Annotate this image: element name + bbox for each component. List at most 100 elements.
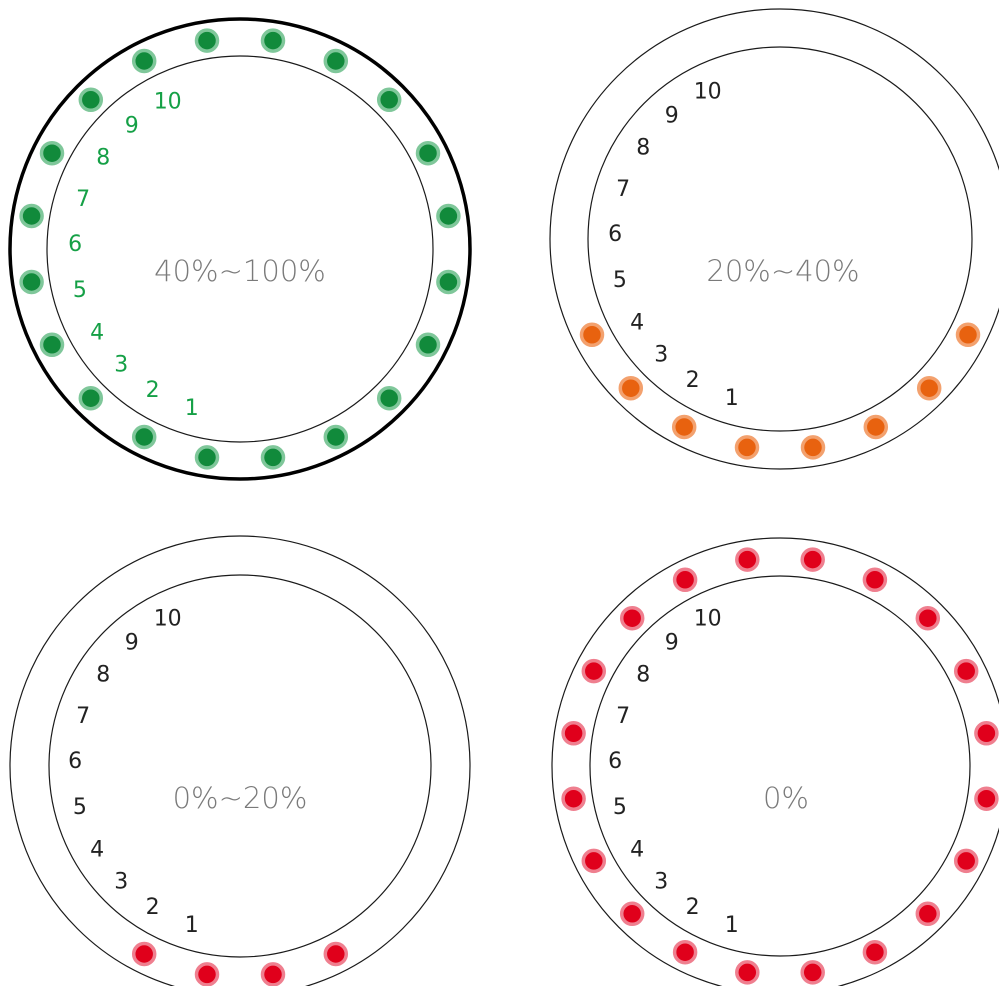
led-indicator	[581, 658, 607, 684]
led-indicator	[974, 721, 999, 746]
led-indicator	[436, 269, 461, 295]
scale-number: 5	[73, 795, 87, 820]
scale-number: 3	[114, 870, 128, 895]
scale-number: 5	[73, 278, 87, 303]
scale-number: 8	[636, 663, 650, 688]
scale-number: 6	[68, 232, 82, 257]
led-indicator	[579, 322, 605, 348]
scale-number: 8	[96, 146, 110, 171]
led-indicator	[260, 962, 286, 986]
scale-number: 7	[616, 177, 630, 202]
scale-number: 1	[725, 913, 739, 938]
scale-number: 8	[96, 663, 110, 688]
scale-number: 7	[616, 704, 630, 729]
led-indicator	[260, 28, 286, 53]
led-indicator	[78, 87, 104, 113]
led-indicator	[376, 385, 402, 411]
led-indicator	[561, 786, 586, 811]
led-indicator	[619, 605, 645, 631]
led-indicator	[323, 424, 349, 450]
led-group	[561, 547, 999, 985]
center-label: 40%~100%	[154, 254, 326, 288]
led-indicator	[131, 48, 157, 74]
led-indicator	[953, 658, 979, 684]
led-indicator	[323, 48, 349, 74]
scale-number: 9	[125, 114, 139, 139]
led-indicator	[618, 375, 644, 401]
led-indicator	[800, 547, 825, 572]
led-indicator	[915, 605, 941, 631]
scale-number: 3	[654, 870, 668, 895]
led-indicator	[194, 962, 220, 986]
scale-number: 6	[608, 222, 622, 247]
led-indicator	[376, 87, 402, 113]
led-indicator	[39, 332, 65, 358]
scale-number: 4	[630, 838, 644, 863]
led-indicator	[953, 848, 979, 874]
led-indicator	[916, 375, 942, 401]
scale-number: 9	[125, 631, 139, 656]
center-label: 20%~40%	[706, 254, 859, 288]
led-indicator	[955, 322, 981, 348]
inner-ring	[48, 574, 432, 958]
scale-number: 1	[185, 396, 199, 421]
led-indicator	[734, 435, 760, 460]
led-indicator	[323, 941, 349, 967]
led-indicator	[800, 435, 826, 460]
led-indicator	[619, 901, 645, 927]
led-indicator	[19, 269, 44, 295]
scale-number: 3	[654, 343, 668, 368]
led-indicator	[194, 28, 220, 53]
led-indicator	[862, 567, 888, 593]
inner-ring	[587, 46, 973, 432]
led-indicator	[735, 960, 760, 985]
center-label: 0%	[763, 781, 809, 815]
scale-number: 4	[90, 321, 104, 346]
scale-number: 7	[76, 187, 90, 212]
led-indicator	[974, 786, 999, 811]
scale-number: 4	[630, 311, 644, 336]
led-indicator	[436, 203, 461, 229]
scale-number: 7	[76, 704, 90, 729]
led-indicator	[415, 332, 441, 358]
outer-ring	[8, 17, 472, 481]
led-indicator	[561, 721, 586, 746]
scale-number: 10	[154, 90, 182, 115]
scale-number: 6	[68, 749, 82, 774]
led-indicator	[131, 941, 157, 967]
scale-number: 9	[665, 104, 679, 129]
inner-ring	[46, 55, 434, 443]
led-indicator	[260, 445, 286, 470]
scale-number: 2	[146, 378, 160, 403]
led-group	[131, 941, 349, 986]
scale-number: 1	[725, 386, 739, 411]
inner-ring	[589, 575, 971, 957]
scale-number: 6	[608, 749, 622, 774]
led-indicator	[672, 939, 698, 965]
scale-number: 1	[185, 913, 199, 938]
center-label: 0%~20%	[173, 781, 308, 815]
led-indicator	[194, 445, 220, 470]
led-indicator	[735, 547, 760, 572]
outer-ring	[9, 535, 471, 986]
scale-number: 10	[694, 607, 722, 632]
led-indicator	[800, 960, 825, 985]
led-indicator	[862, 939, 888, 965]
scale-number: 10	[154, 607, 182, 632]
led-indicator	[915, 901, 941, 927]
led-indicator	[415, 140, 441, 166]
outer-ring	[551, 537, 999, 986]
led-indicator	[581, 848, 607, 874]
led-indicator	[78, 385, 104, 411]
scale-number: 4	[90, 838, 104, 863]
led-indicator	[39, 140, 65, 166]
scale-number: 5	[613, 795, 627, 820]
scale-number: 8	[636, 136, 650, 161]
